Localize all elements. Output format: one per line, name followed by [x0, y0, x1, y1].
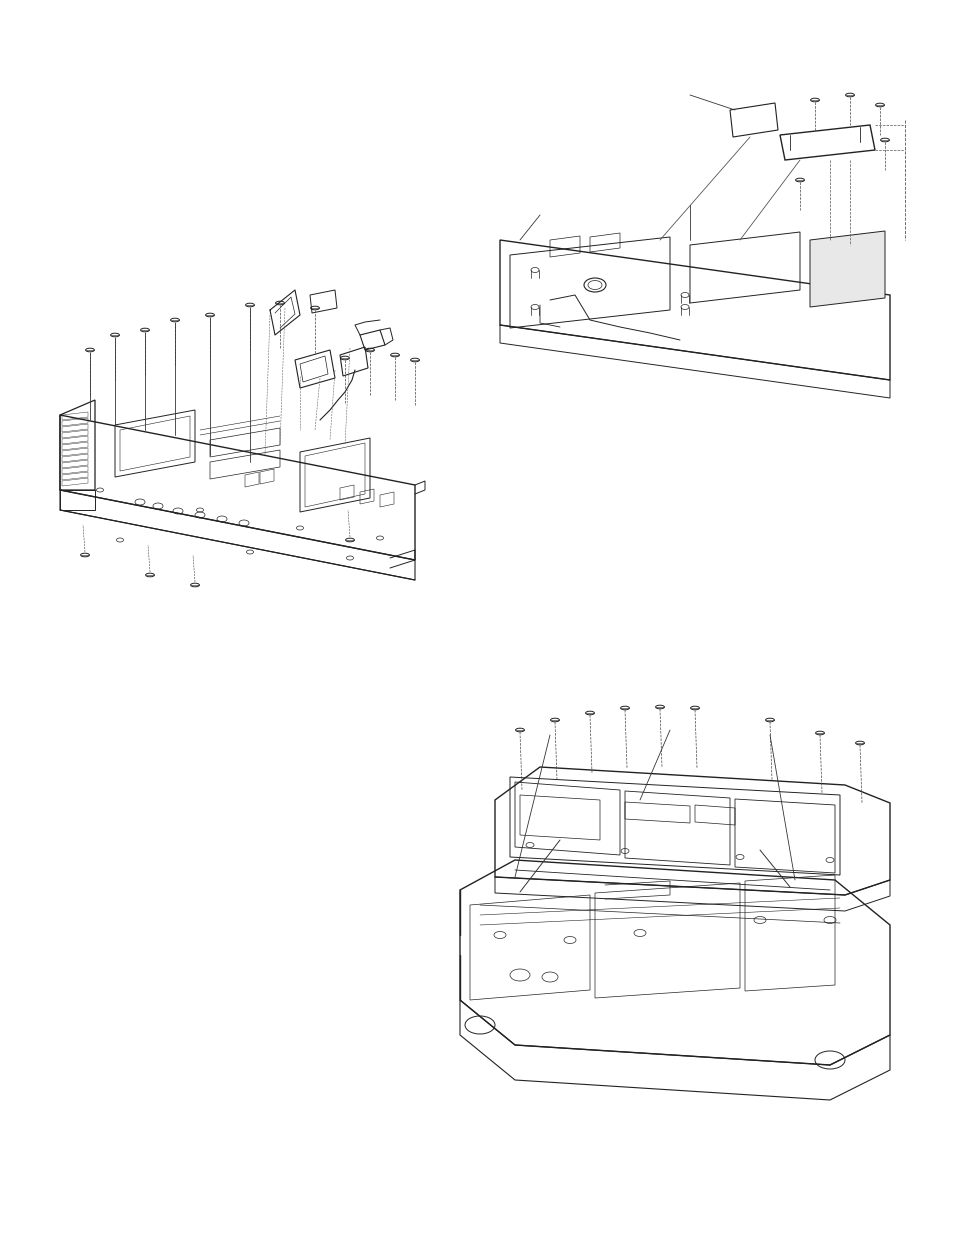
Polygon shape [809, 231, 884, 308]
